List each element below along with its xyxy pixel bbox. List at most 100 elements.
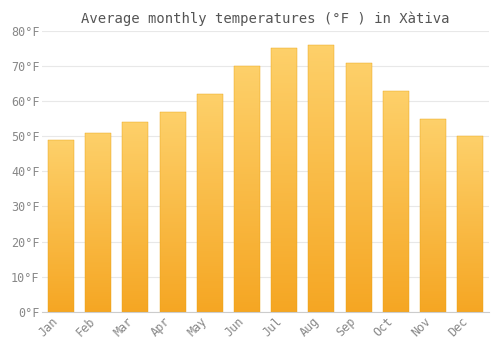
Bar	[308, 160, 334, 162]
Bar	[271, 117, 297, 120]
Bar	[48, 239, 74, 241]
Bar	[420, 256, 446, 258]
Bar	[271, 246, 297, 248]
Bar	[48, 303, 74, 305]
Bar	[271, 193, 297, 196]
Bar	[160, 266, 186, 268]
Bar	[420, 171, 446, 173]
Bar	[383, 139, 409, 141]
Bar	[458, 308, 483, 310]
Bar	[271, 143, 297, 146]
Bar	[48, 241, 74, 243]
Bar	[271, 59, 297, 62]
Bar	[197, 164, 223, 166]
Bar	[383, 283, 409, 285]
Bar	[308, 240, 334, 243]
Bar	[308, 72, 334, 74]
Bar	[458, 143, 483, 145]
Bar	[122, 280, 148, 281]
Bar	[383, 161, 409, 163]
Bar	[197, 203, 223, 205]
Bar	[85, 247, 111, 249]
Bar	[458, 291, 483, 293]
Bar	[308, 293, 334, 296]
Bar	[383, 201, 409, 203]
Bar	[383, 287, 409, 290]
Bar	[122, 234, 148, 236]
Bar	[346, 105, 372, 107]
Bar	[48, 276, 74, 278]
Bar	[346, 199, 372, 202]
Bar	[160, 260, 186, 262]
Bar	[308, 234, 334, 237]
Bar	[383, 163, 409, 166]
Bar	[383, 203, 409, 206]
Bar	[420, 190, 446, 192]
Bar	[197, 201, 223, 203]
Bar	[160, 178, 186, 180]
Bar	[308, 290, 334, 293]
Bar	[160, 168, 186, 170]
Bar	[383, 108, 409, 111]
Bar	[48, 238, 74, 239]
Bar	[234, 145, 260, 147]
Bar	[383, 241, 409, 243]
Bar	[308, 85, 334, 88]
Bar	[160, 282, 186, 284]
Bar	[308, 98, 334, 101]
Bar	[160, 214, 186, 216]
Bar	[197, 122, 223, 125]
Bar	[234, 278, 260, 280]
Bar	[308, 45, 334, 312]
Bar	[48, 157, 74, 159]
Bar	[197, 229, 223, 231]
Bar	[383, 133, 409, 135]
Bar	[271, 80, 297, 83]
Bar	[48, 271, 74, 272]
Bar	[85, 238, 111, 240]
Bar	[85, 190, 111, 192]
Bar	[271, 122, 297, 125]
Bar	[308, 50, 334, 53]
Bar	[48, 301, 74, 303]
Bar	[458, 158, 483, 159]
Bar	[383, 208, 409, 210]
Bar	[197, 135, 223, 138]
Bar	[85, 281, 111, 283]
Bar	[271, 299, 297, 301]
Bar	[160, 146, 186, 148]
Bar	[271, 180, 297, 183]
Bar	[122, 187, 148, 189]
Bar	[420, 285, 446, 287]
Bar	[48, 305, 74, 307]
Bar	[458, 208, 483, 210]
Bar	[383, 173, 409, 175]
Bar	[383, 307, 409, 310]
Bar	[346, 80, 372, 83]
Bar	[383, 232, 409, 234]
Bar	[458, 150, 483, 152]
Bar	[458, 284, 483, 286]
Bar	[48, 228, 74, 229]
Bar	[85, 287, 111, 288]
Bar	[48, 197, 74, 198]
Bar	[346, 302, 372, 304]
Bar	[197, 216, 223, 218]
Bar	[308, 80, 334, 82]
Bar	[420, 271, 446, 273]
Bar	[122, 147, 148, 149]
Bar	[346, 272, 372, 274]
Bar	[160, 206, 186, 208]
Bar	[122, 160, 148, 162]
Bar	[122, 211, 148, 213]
Bar	[197, 153, 223, 155]
Bar	[420, 202, 446, 204]
Bar	[308, 90, 334, 93]
Bar	[383, 137, 409, 139]
Bar	[458, 177, 483, 178]
Bar	[308, 154, 334, 157]
Bar	[271, 109, 297, 112]
Bar	[308, 218, 334, 221]
Bar	[85, 290, 111, 292]
Bar	[458, 272, 483, 273]
